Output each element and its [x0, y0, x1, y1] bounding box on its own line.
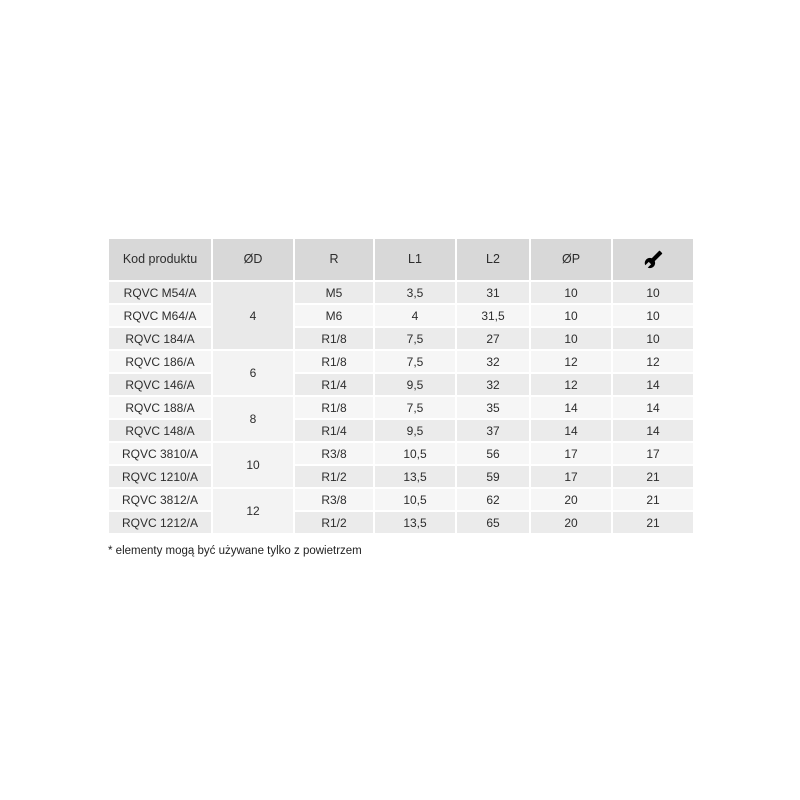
product-spec-table: Kod produktu ØD R L1 L2 ØP RQVC M54/A 4 M5…	[107, 237, 695, 535]
cell-l2: 65	[457, 512, 529, 533]
cell-od-group: 4	[213, 282, 293, 349]
cell-op: 10	[531, 328, 611, 349]
cell-wrench-size: 21	[613, 512, 693, 533]
cell-product-code: RQVC 146/A	[109, 374, 211, 395]
cell-op: 10	[531, 282, 611, 303]
header-wrench	[613, 239, 693, 280]
cell-r: R1/8	[295, 397, 373, 418]
cell-wrench-size: 10	[613, 328, 693, 349]
cell-r: M5	[295, 282, 373, 303]
cell-product-code: RQVC 3810/A	[109, 443, 211, 464]
footnote: * elementy mogą być używane tylko z powi…	[108, 545, 362, 557]
cell-l2: 59	[457, 466, 529, 487]
cell-r: R3/8	[295, 489, 373, 510]
table-row: RQVC 3812/A 12 R3/8 10,5 62 20 21	[109, 489, 693, 533]
table-row: RQVC 186/A 6 R1/8 7,5 32 12 12	[109, 351, 693, 395]
cell-wrench-size: 10	[613, 305, 693, 326]
cell-op: 17	[531, 443, 611, 464]
table-row: RQVC 184/A R1/8 7,5 27 10 10	[109, 328, 693, 349]
cell-op: 14	[531, 420, 611, 441]
cell-l2: 31	[457, 282, 529, 303]
cell-product-code: RQVC 148/A	[109, 420, 211, 441]
cell-l2: 27	[457, 328, 529, 349]
cell-wrench-size: 14	[613, 397, 693, 418]
header-l1: L1	[375, 239, 455, 280]
cell-r: R1/8	[295, 351, 373, 372]
table-header: Kod produktu ØD R L1 L2 ØP	[109, 239, 693, 280]
cell-r: R3/8	[295, 443, 373, 464]
table-row: RQVC 146/A R1/4 9,5 32 12 14	[109, 374, 693, 395]
header-r: R	[295, 239, 373, 280]
cell-l1: 10,5	[375, 489, 455, 510]
cell-product-code: RQVC 184/A	[109, 328, 211, 349]
cell-r: R1/8	[295, 328, 373, 349]
cell-product-code: RQVC M54/A	[109, 282, 211, 303]
cell-r: R1/4	[295, 420, 373, 441]
table-row: RQVC 148/A R1/4 9,5 37 14 14	[109, 420, 693, 441]
cell-od-group: 6	[213, 351, 293, 395]
cell-product-code: RQVC 1212/A	[109, 512, 211, 533]
cell-l1: 4	[375, 305, 455, 326]
header-l2: L2	[457, 239, 529, 280]
cell-wrench-size: 17	[613, 443, 693, 464]
cell-od-group: 12	[213, 489, 293, 533]
table-row: RQVC M54/A 4 M5 3,5 31 10 10	[109, 282, 693, 349]
cell-r: M6	[295, 305, 373, 326]
header-op: ØP	[531, 239, 611, 280]
cell-l2: 32	[457, 351, 529, 372]
cell-wrench-size: 21	[613, 489, 693, 510]
table-row: RQVC M64/A M6 4 31,5 10 10	[109, 305, 693, 326]
cell-r: R1/4	[295, 374, 373, 395]
table-row: RQVC 1210/A R1/2 13,5 59 17 21	[109, 466, 693, 487]
cell-l1: 9,5	[375, 420, 455, 441]
cell-l2: 32	[457, 374, 529, 395]
header-code: Kod produktu	[109, 239, 211, 280]
cell-l2: 62	[457, 489, 529, 510]
cell-l2: 56	[457, 443, 529, 464]
table-body: RQVC M54/A 4 M5 3,5 31 10 10 RQVC M64/A M6 4 31,5 1…	[109, 282, 693, 533]
cell-op: 10	[531, 305, 611, 326]
cell-product-code: RQVC 1210/A	[109, 466, 211, 487]
cell-op: 17	[531, 466, 611, 487]
cell-l1: 13,5	[375, 512, 455, 533]
cell-wrench-size: 12	[613, 351, 693, 372]
cell-op: 20	[531, 512, 611, 533]
cell-l1: 7,5	[375, 397, 455, 418]
cell-op: 20	[531, 489, 611, 510]
cell-l1: 3,5	[375, 282, 455, 303]
cell-product-code: RQVC 188/A	[109, 397, 211, 418]
cell-op: 12	[531, 374, 611, 395]
cell-product-code: RQVC 3812/A	[109, 489, 211, 510]
cell-op: 12	[531, 351, 611, 372]
cell-wrench-size: 21	[613, 466, 693, 487]
cell-wrench-size: 14	[613, 374, 693, 395]
cell-l2: 35	[457, 397, 529, 418]
cell-wrench-size: 14	[613, 420, 693, 441]
cell-l1: 13,5	[375, 466, 455, 487]
cell-product-code: RQVC 186/A	[109, 351, 211, 372]
cell-wrench-size: 10	[613, 282, 693, 303]
cell-l1: 9,5	[375, 374, 455, 395]
table-row: RQVC 188/A 8 R1/8 7,5 35 14 14	[109, 397, 693, 441]
cell-od-group: 8	[213, 397, 293, 441]
header-row: Kod produktu ØD R L1 L2 ØP	[109, 239, 693, 280]
cell-l1: 10,5	[375, 443, 455, 464]
table-row: RQVC 1212/A R1/2 13,5 65 20 21	[109, 512, 693, 533]
cell-product-code: RQVC M64/A	[109, 305, 211, 326]
wrench-icon	[644, 250, 663, 269]
cell-l2: 31,5	[457, 305, 529, 326]
cell-l2: 37	[457, 420, 529, 441]
table-row: RQVC 3810/A 10 R3/8 10,5 56 17 17	[109, 443, 693, 487]
cell-r: R1/2	[295, 512, 373, 533]
cell-od-group: 10	[213, 443, 293, 487]
cell-op: 14	[531, 397, 611, 418]
cell-r: R1/2	[295, 466, 373, 487]
cell-l1: 7,5	[375, 328, 455, 349]
header-od: ØD	[213, 239, 293, 280]
cell-l1: 7,5	[375, 351, 455, 372]
